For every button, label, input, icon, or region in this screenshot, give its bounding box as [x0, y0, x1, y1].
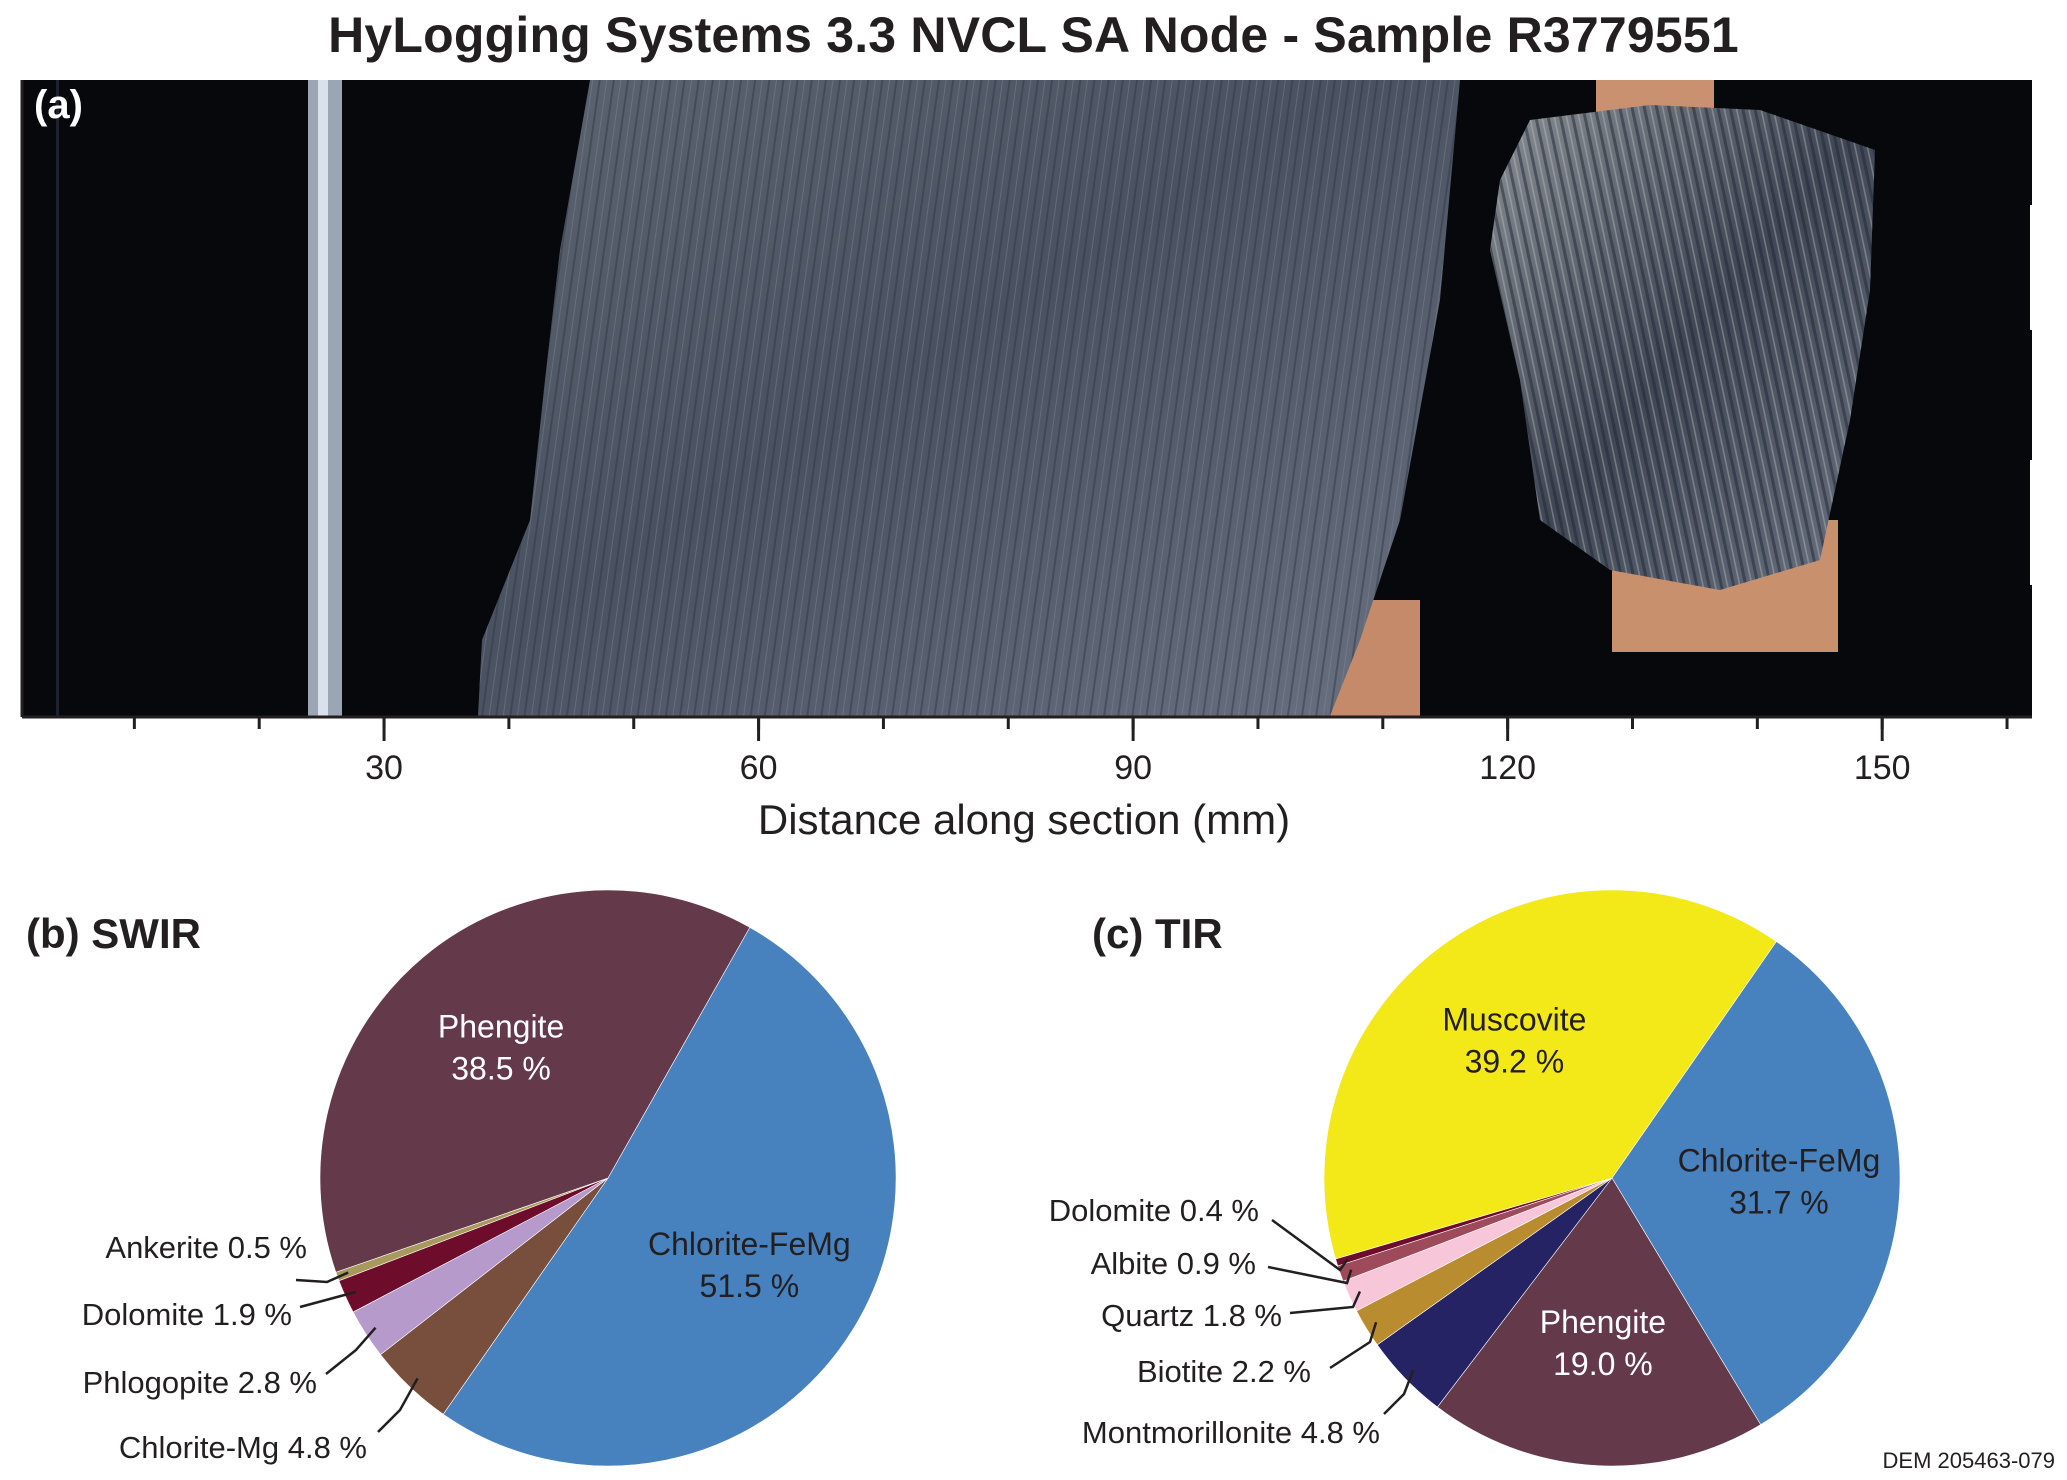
- slice-external-label: Albite 0.9 %: [1091, 1246, 1256, 1281]
- figure-code: DEM 205463-079: [1882, 1448, 2055, 1473]
- tray-divider-highlight: [318, 80, 328, 716]
- leader-line: [295, 1271, 349, 1284]
- tir-pie-chart: Chlorite-FeMg 31.7 % Phengite 19.0 % Montmor…: [1049, 889, 1901, 1467]
- leader-line: [1383, 1369, 1415, 1415]
- tray-edge-line: [56, 80, 59, 716]
- swir-chart-title: (b) SWIR: [26, 910, 201, 957]
- leader-line: [325, 1326, 377, 1375]
- leader-line: [1289, 1291, 1362, 1315]
- x-tick-label: 90: [1114, 749, 1152, 787]
- figure-title: HyLogging Systems 3.3 NVCL SA Node - Sam…: [328, 7, 1739, 63]
- slice-external-label: Phlogopite 2.8 %: [83, 1365, 317, 1400]
- slice-percent-label: 31.7 %: [1729, 1184, 1829, 1220]
- panel-a-label: (a): [34, 83, 83, 127]
- slice-name-label: Phengite: [1540, 1304, 1666, 1340]
- leader-line: [377, 1377, 419, 1433]
- tray-marker-top: [2030, 205, 2034, 330]
- x-tick-label: 30: [365, 749, 403, 787]
- x-tick-label: 60: [740, 749, 778, 787]
- pie-slice-chlorite-femg: [1611, 941, 1901, 1426]
- rock-fragment-small-texture: [1490, 105, 1875, 590]
- rock-fragment-large-texture: [478, 80, 1460, 716]
- slice-percent-label: 39.2 %: [1465, 1043, 1565, 1079]
- x-tick-label: 120: [1479, 749, 1536, 787]
- leader-line: [299, 1290, 357, 1309]
- slice-percent-label: 38.5 %: [451, 1051, 551, 1087]
- leader-line: [1267, 1265, 1353, 1285]
- tray-marker-bottom: [2030, 460, 2034, 585]
- swir-pie-chart: Chlorite-FeMg 51.5 % Chlorite-Mg 4.8 % Phlo…: [82, 889, 897, 1467]
- slice-external-label: Quartz 1.8 %: [1101, 1298, 1282, 1333]
- slice-percent-label: 19.0 %: [1553, 1346, 1653, 1382]
- slice-external-label: Dolomite 1.9 %: [82, 1297, 292, 1332]
- pie-slice-phengite: [319, 889, 751, 1273]
- slice-name-label: Phengite: [438, 1009, 564, 1045]
- core-image: [22, 80, 2034, 716]
- pie-slice-chlorite-femg: [442, 926, 897, 1467]
- slice-name-label: Chlorite-FeMg: [648, 1226, 851, 1262]
- tir-chart-title: (c) TIR: [1092, 910, 1223, 957]
- slice-external-label: Montmorillonite 4.8 %: [1082, 1415, 1380, 1450]
- leader-line: [1271, 1218, 1349, 1272]
- pie-slice-muscovite: [1323, 889, 1777, 1260]
- slice-external-label: Biotite 2.2 %: [1137, 1354, 1311, 1389]
- x-axis-ticks: 30 60 90 120 150: [132, 717, 2009, 787]
- slice-name-label: Chlorite-FeMg: [1678, 1142, 1881, 1178]
- slice-percent-label: 51.5 %: [700, 1268, 800, 1304]
- x-axis-label: Distance along section (mm): [758, 796, 1290, 843]
- slice-name-label: Muscovite: [1442, 1001, 1586, 1037]
- pie-slice-phengite: [1436, 1177, 1762, 1467]
- slice-external-label: Chlorite-Mg 4.8 %: [119, 1430, 367, 1465]
- leader-line: [1329, 1321, 1378, 1370]
- x-tick-label: 150: [1854, 749, 1911, 787]
- slice-external-label: Ankerite 0.5 %: [105, 1230, 307, 1265]
- slice-external-label: Dolomite 0.4 %: [1049, 1193, 1259, 1228]
